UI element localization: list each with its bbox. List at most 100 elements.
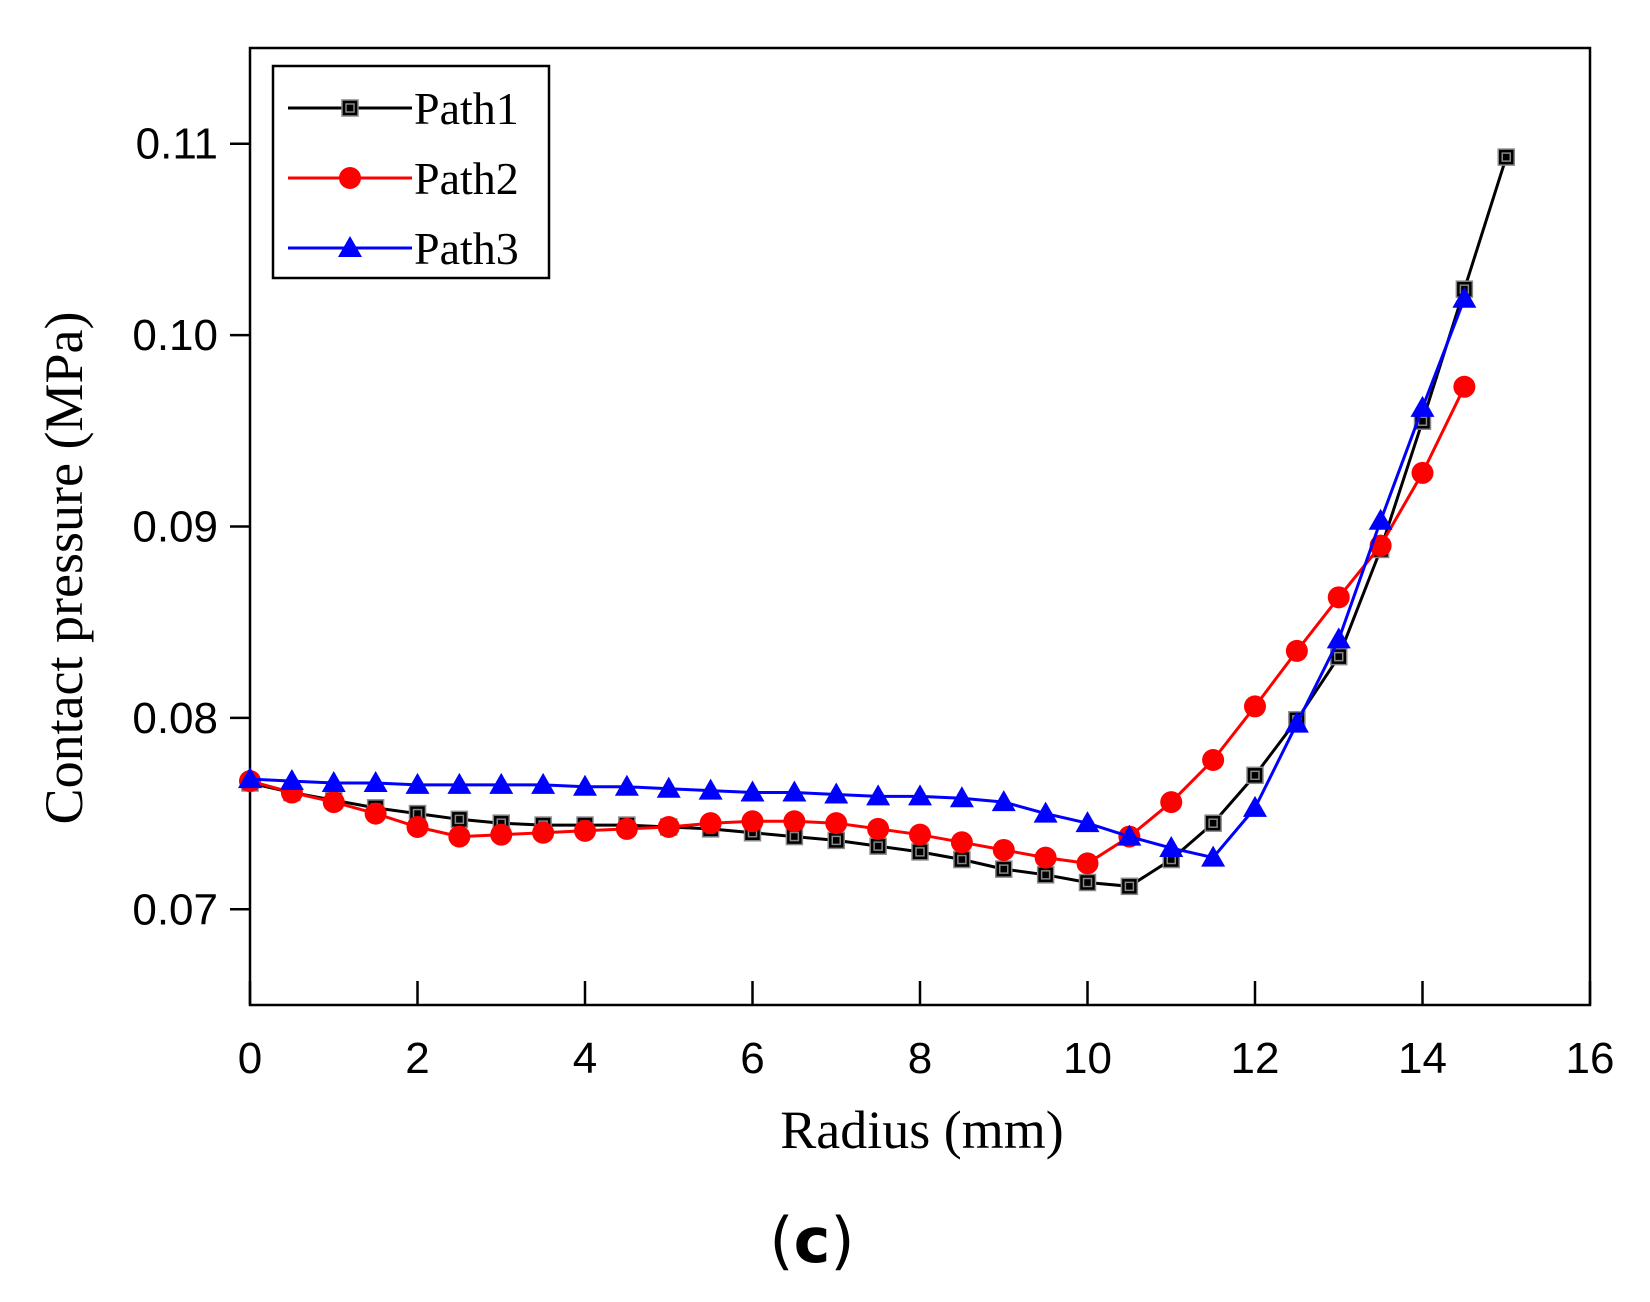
x-tick-label: 0 (238, 1034, 262, 1083)
data-point-path1-inner (1124, 881, 1135, 892)
y-axis-title: Contact pressure (MPa) (34, 312, 94, 825)
data-point-path2 (992, 838, 1015, 861)
data-point-path1-inner (957, 854, 967, 865)
data-point-path1 (827, 831, 845, 850)
data-point-path1-body (995, 860, 1013, 878)
data-point-path2 (1076, 852, 1099, 875)
data-point-path1-inner (999, 864, 1009, 874)
legend-entry: Path3 (288, 223, 519, 274)
series-path3 (238, 286, 1477, 867)
axis-ticks: 0 2 4 6 8 10 12 14 16 0.07 0.08 0.09 0.10 0.11 (132, 120, 1614, 1083)
data-point-path3 (908, 784, 932, 806)
legend-label: Path1 (414, 83, 519, 134)
data-point-path2 (364, 802, 387, 825)
data-point-path2 (490, 823, 513, 846)
data-point-path1 (1036, 866, 1055, 884)
data-point-path1-body (1036, 866, 1055, 884)
data-point-path3 (531, 772, 556, 794)
data-point-path3 (1452, 286, 1477, 308)
data-point-path2 (574, 819, 596, 842)
legend-label: Path2 (414, 153, 519, 204)
data-point-path1 (911, 843, 929, 861)
data-point-path3 (1326, 627, 1351, 649)
y-tick-label: 0.09 (132, 503, 218, 552)
legend-marker (341, 99, 359, 117)
data-point-path1 (1246, 766, 1264, 785)
data-point-path3 (949, 786, 974, 808)
data-point-path3 (238, 767, 262, 789)
data-point-path1-body (827, 831, 845, 850)
data-point-path1-inner (789, 831, 800, 842)
data-point-path1-inner (1208, 818, 1218, 828)
series-layer (238, 148, 1515, 896)
data-point-path3 (363, 770, 388, 792)
data-point-path1-body (1120, 877, 1139, 896)
x-tick-label: 12 (1231, 1034, 1280, 1083)
series-path2 (239, 375, 1476, 875)
data-point-path3 (1284, 711, 1309, 733)
data-point-path2 (657, 815, 680, 838)
data-point-path1-inner (1501, 152, 1511, 162)
x-tick-label: 4 (573, 1034, 597, 1083)
data-point-path3 (1243, 795, 1267, 817)
data-point-path3 (1159, 836, 1184, 858)
data-point-path1 (1078, 873, 1097, 892)
data-point-path3 (1075, 811, 1100, 833)
data-point-path2 (1327, 586, 1350, 609)
data-point-path2 (615, 817, 638, 840)
data-point-path1-inner (1334, 651, 1344, 662)
data-point-path1 (1204, 814, 1222, 832)
data-point-path2 (1034, 846, 1057, 869)
panel-label-close: ) (830, 1204, 854, 1277)
data-point-path1-inner (873, 841, 883, 851)
data-point-path3 (489, 772, 514, 794)
x-tick-label: 2 (405, 1034, 429, 1083)
legend-marker (338, 236, 362, 257)
data-point-path3 (447, 772, 472, 794)
data-point-path1 (953, 850, 971, 869)
panel-label-open: ( (769, 1204, 793, 1277)
legend-box (271, 64, 551, 280)
data-point-path2 (1160, 791, 1183, 814)
data-point-path2 (867, 817, 890, 840)
legend-label: Path3 (414, 223, 519, 274)
data-point-path2 (699, 812, 722, 835)
data-point-path2 (741, 810, 764, 833)
data-point-path3 (405, 772, 430, 794)
data-point-path1-inner (831, 835, 841, 846)
y-tick-label: 0.08 (132, 694, 218, 743)
panel-label: (c) (769, 1204, 854, 1277)
data-point-path3 (1117, 824, 1142, 846)
data-point-path1-body (450, 810, 469, 829)
data-point-path1-body (1204, 814, 1222, 832)
data-point-path3 (279, 769, 304, 791)
data-point-path3 (782, 780, 807, 802)
data-point-path1 (995, 860, 1013, 878)
data-point-path2 (406, 815, 429, 838)
x-tick-label: 10 (1063, 1034, 1112, 1083)
data-point-path3 (614, 774, 639, 796)
y-tick-label: 0.11 (136, 120, 218, 169)
legend-entry: Path2 (288, 153, 519, 204)
x-tick-label: 8 (908, 1034, 932, 1083)
data-point-path3 (656, 776, 681, 798)
data-point-path2 (825, 812, 848, 835)
data-point-path3 (740, 780, 765, 802)
legend-marker-body (341, 99, 359, 117)
data-point-path1-body (953, 850, 971, 869)
data-point-path2 (322, 791, 345, 814)
data-point-path3 (1410, 395, 1435, 417)
data-point-path3 (1033, 801, 1058, 823)
data-point-path2 (1202, 749, 1225, 772)
data-point-path3 (1368, 508, 1393, 530)
series-line-path3 (249, 298, 1466, 860)
y-tick-label: 0.07 (132, 885, 218, 934)
data-point-path1-inner (1082, 877, 1093, 888)
data-point-path2 (448, 825, 471, 848)
data-point-path2 (1453, 375, 1476, 398)
data-point-path1 (1497, 148, 1515, 166)
legend-marker (339, 167, 361, 189)
data-point-path3 (321, 770, 346, 792)
legend: Path1 Path2 Path3 (271, 64, 551, 280)
